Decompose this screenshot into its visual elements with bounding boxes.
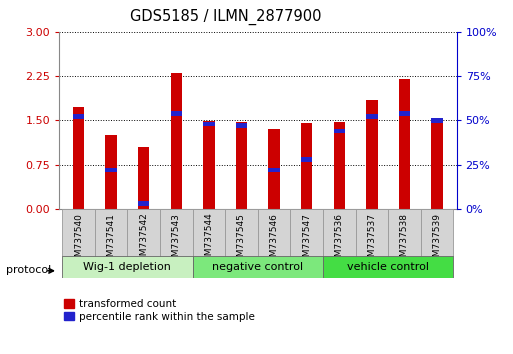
- Bar: [192, 256, 323, 278]
- Bar: [62, 209, 95, 257]
- Bar: [236, 123, 247, 128]
- Bar: [192, 209, 225, 257]
- Bar: [323, 256, 453, 278]
- Text: GDS5185 / ILMN_2877900: GDS5185 / ILMN_2877900: [130, 9, 322, 25]
- Bar: [106, 135, 117, 209]
- Text: GSM737542: GSM737542: [139, 213, 148, 267]
- Bar: [431, 119, 443, 209]
- Bar: [301, 123, 312, 209]
- Bar: [62, 256, 192, 278]
- Bar: [421, 209, 453, 257]
- Bar: [268, 129, 280, 209]
- Bar: [171, 111, 182, 116]
- Bar: [225, 209, 258, 257]
- Bar: [301, 157, 312, 162]
- Text: GSM737546: GSM737546: [269, 213, 279, 268]
- Text: protocol: protocol: [6, 266, 51, 275]
- Text: GSM737545: GSM737545: [237, 213, 246, 268]
- Bar: [73, 107, 84, 209]
- Bar: [127, 209, 160, 257]
- Text: GSM737543: GSM737543: [172, 213, 181, 268]
- Bar: [399, 79, 410, 209]
- Bar: [95, 209, 127, 257]
- Text: Wig-1 depletion: Wig-1 depletion: [84, 262, 171, 272]
- Bar: [333, 122, 345, 209]
- Bar: [203, 121, 214, 126]
- Bar: [106, 167, 117, 172]
- Text: GSM737547: GSM737547: [302, 213, 311, 268]
- Text: GSM737536: GSM737536: [335, 213, 344, 268]
- Bar: [73, 114, 84, 119]
- Text: vehicle control: vehicle control: [347, 262, 429, 272]
- Text: negative control: negative control: [212, 262, 303, 272]
- Bar: [323, 209, 356, 257]
- Text: GSM737539: GSM737539: [432, 213, 442, 268]
- Bar: [399, 111, 410, 116]
- Bar: [366, 100, 378, 209]
- Bar: [356, 209, 388, 257]
- Bar: [268, 167, 280, 172]
- Bar: [366, 114, 378, 119]
- Bar: [333, 129, 345, 133]
- Text: GSM737540: GSM737540: [74, 213, 83, 268]
- Bar: [160, 209, 192, 257]
- Text: GSM737537: GSM737537: [367, 213, 377, 268]
- Bar: [258, 209, 290, 257]
- Text: GSM737544: GSM737544: [204, 213, 213, 267]
- Bar: [138, 147, 149, 209]
- Bar: [236, 121, 247, 209]
- Bar: [138, 201, 149, 206]
- Bar: [290, 209, 323, 257]
- Bar: [388, 209, 421, 257]
- Bar: [431, 118, 443, 123]
- Legend: transformed count, percentile rank within the sample: transformed count, percentile rank withi…: [64, 299, 254, 322]
- Bar: [171, 73, 182, 209]
- Bar: [203, 121, 214, 209]
- Text: GSM737541: GSM737541: [107, 213, 115, 268]
- Text: GSM737538: GSM737538: [400, 213, 409, 268]
